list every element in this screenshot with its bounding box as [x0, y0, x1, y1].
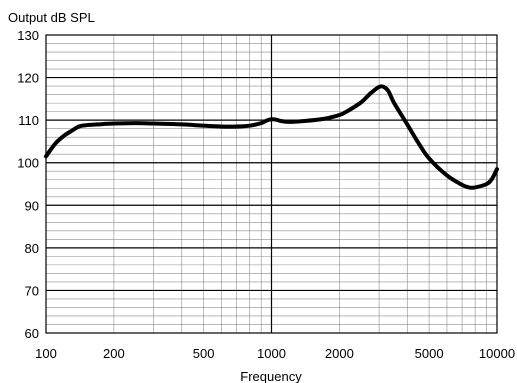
x-axis-title: Frequency — [240, 369, 302, 383]
x-tick-labels: 100 200 500 1000 2000 5000 10000 — [35, 346, 515, 361]
y-tick-label: 130 — [17, 28, 39, 43]
x-tick-label: 200 — [103, 346, 125, 361]
y-tick-labels: 60 70 80 90 100 110 120 130 — [17, 28, 39, 341]
x-tick-label: 5000 — [415, 346, 444, 361]
y-tick-label: 60 — [25, 326, 39, 341]
y-tick-label: 100 — [17, 156, 39, 171]
y-tick-label: 110 — [18, 113, 39, 128]
y-tick-label: 70 — [25, 283, 39, 298]
x-tick-label: 1000 — [257, 346, 286, 361]
x-tick-label: 10000 — [479, 346, 515, 361]
x-tick-label: 2000 — [325, 346, 354, 361]
x-tick-label: 100 — [35, 346, 57, 361]
y-axis-title: Output dB SPL — [8, 10, 95, 25]
series-line-output — [44, 84, 499, 190]
y-tick-label: 80 — [25, 241, 39, 256]
x-tick-label: 500 — [193, 346, 215, 361]
grid — [46, 35, 497, 333]
plot-frame — [45, 34, 498, 334]
y-tick-label: 120 — [17, 71, 39, 86]
y-tick-label: 90 — [25, 198, 39, 213]
